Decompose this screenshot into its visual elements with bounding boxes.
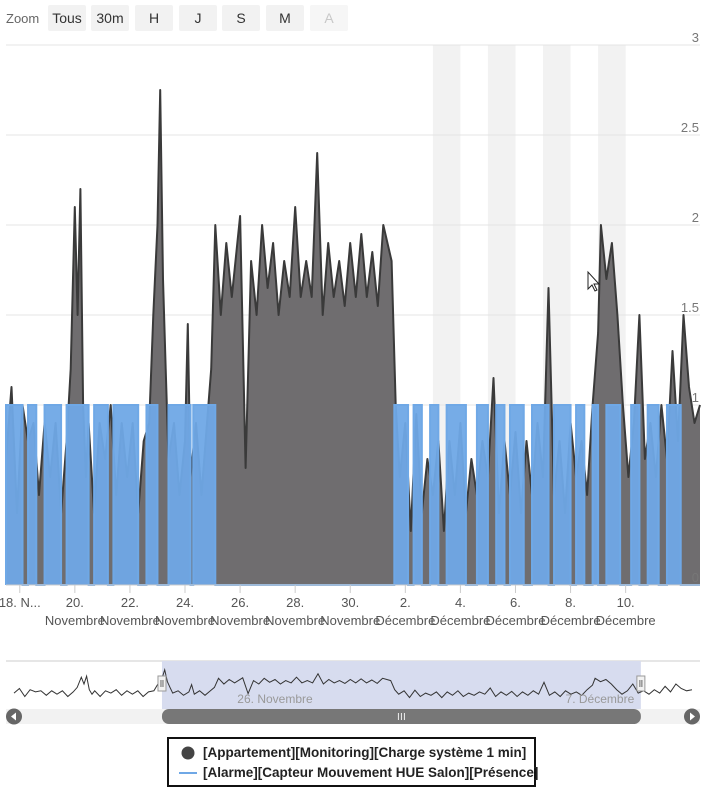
navigator: 26. Novembre 7. Décembre bbox=[6, 270, 700, 725]
x-tick-month-label: Novembre bbox=[210, 613, 270, 628]
presence-block bbox=[413, 405, 422, 585]
presence-block bbox=[532, 405, 549, 585]
presence-block bbox=[430, 405, 439, 585]
x-tick-label: 22. bbox=[121, 595, 139, 610]
presence-block bbox=[592, 405, 599, 585]
presence-block bbox=[66, 405, 89, 585]
x-tick-month-label: Décembre bbox=[375, 613, 435, 628]
y-tick-label: 3 bbox=[692, 30, 699, 45]
zoom-week-button[interactable]: S bbox=[222, 5, 260, 31]
y-tick-label: 1 bbox=[692, 390, 699, 405]
presence-block bbox=[606, 405, 621, 585]
presence-block bbox=[28, 405, 37, 585]
zoom-toolbar: Zoom Tous 30m H J S M A bbox=[0, 0, 717, 36]
y-tick-label: 1.5 bbox=[681, 300, 699, 315]
presence-block bbox=[509, 405, 524, 585]
zoom-year-button: A bbox=[310, 5, 348, 31]
line-icon bbox=[179, 772, 197, 774]
navigator-mini-line bbox=[13, 667, 693, 699]
zoom-30m-button[interactable]: 30m bbox=[91, 5, 129, 31]
zoom-all-button[interactable]: Tous bbox=[48, 5, 86, 31]
presence-block bbox=[193, 405, 216, 585]
x-tick-label: 24. bbox=[176, 595, 194, 610]
x-tick-label: 2. bbox=[400, 595, 411, 610]
x-tick-label: 6. bbox=[510, 595, 521, 610]
x-tick-label: 18. N... bbox=[0, 595, 41, 610]
x-tick-label: 8. bbox=[565, 595, 576, 610]
presence-series bbox=[5, 404, 700, 586]
navigator-handle[interactable] bbox=[157, 675, 167, 692]
presence-block bbox=[631, 405, 640, 585]
zoom-label: Zoom bbox=[6, 11, 40, 26]
legend-label-load: [Appartement][Monitoring][Charge système… bbox=[203, 745, 527, 760]
navigator-handle[interactable] bbox=[636, 675, 646, 692]
y-tick-label: 0 bbox=[692, 570, 699, 585]
presence-block bbox=[44, 405, 62, 585]
presence-block bbox=[647, 405, 659, 585]
x-tick-month-label: Décembre bbox=[430, 613, 490, 628]
dot-icon bbox=[181, 746, 195, 760]
x-axis: 18. N... 20. Novembre 22. Novembre 24. Novembr… bbox=[0, 584, 700, 628]
x-tick-month-label: Novembre bbox=[265, 613, 325, 628]
presence-block bbox=[666, 405, 681, 585]
x-tick-month-label: Novembre bbox=[320, 613, 380, 628]
presence-block bbox=[146, 405, 158, 585]
presence-block bbox=[554, 405, 571, 585]
x-tick-label: 26. bbox=[231, 595, 249, 610]
presence-block bbox=[496, 405, 505, 585]
presence-block bbox=[94, 405, 108, 585]
load-area-fill bbox=[6, 90, 700, 585]
presence-block bbox=[476, 405, 488, 585]
x-tick-month-label: Décembre bbox=[596, 613, 656, 628]
zoom-day-button[interactable]: J bbox=[179, 5, 217, 31]
navigator-date-label: 7. Décembre bbox=[566, 692, 635, 706]
x-tick-month-label: Décembre bbox=[541, 613, 601, 628]
x-tick-month-label: Novembre bbox=[45, 613, 105, 628]
x-tick-label: 10. bbox=[617, 595, 635, 610]
legend-label-presence: [Alarme][Capteur Mouvement HUE Salon][Pr… bbox=[203, 765, 539, 780]
presence-block bbox=[6, 405, 23, 585]
navigator-date-label: 26. Novembre bbox=[237, 692, 313, 706]
x-tick-label: 20. bbox=[66, 595, 84, 610]
y-tick-label: 2 bbox=[692, 210, 699, 225]
navigator-selection bbox=[161, 661, 641, 709]
cursor-icon bbox=[587, 270, 601, 292]
x-tick-label: 4. bbox=[455, 595, 466, 610]
x-tick-label: 28. bbox=[286, 595, 304, 610]
zoom-hour-button[interactable]: H bbox=[135, 5, 173, 31]
chevron-right-icon bbox=[690, 712, 695, 721]
presence-block bbox=[113, 405, 139, 585]
zoom-month-button[interactable]: M bbox=[266, 5, 304, 31]
legend: [Appartement][Monitoring][Charge système… bbox=[167, 737, 539, 787]
x-tick-month-label: Novembre bbox=[100, 613, 160, 628]
x-tick-label: 30. bbox=[341, 595, 359, 610]
presence-block bbox=[446, 405, 466, 585]
chevron-left-icon bbox=[11, 712, 16, 721]
presence-block bbox=[168, 405, 191, 585]
x-tick-month-label: Novembre bbox=[155, 613, 215, 628]
y-tick-label: 2.5 bbox=[681, 120, 699, 135]
y-axis: 3 2.5 2 1.5 1 0 bbox=[681, 30, 699, 585]
presence-block bbox=[394, 405, 409, 585]
presence-block bbox=[576, 405, 585, 585]
x-tick-month-label: Décembre bbox=[485, 613, 545, 628]
